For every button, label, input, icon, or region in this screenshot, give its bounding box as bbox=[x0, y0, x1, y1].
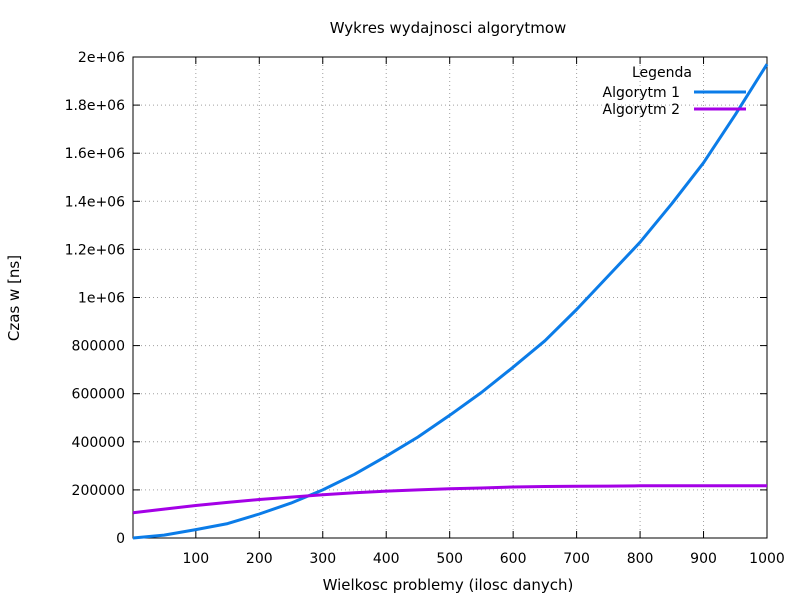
y-ticks: 0 200000 400000 600000 800000 1e+06 1.2e+06 1.4… bbox=[65, 50, 767, 547]
y-tick-label: 400000 bbox=[72, 435, 125, 451]
chart-title: Wykres wydajnosci algorytmow bbox=[330, 19, 567, 37]
y-tick-label: 1.2e+06 bbox=[65, 242, 126, 258]
x-ticks: 100 200 300 400 500 600 700 800 900 1000 bbox=[182, 57, 785, 567]
y-tick-label: 1.6e+06 bbox=[65, 146, 126, 162]
x-tick-label: 300 bbox=[309, 551, 336, 567]
y-tick-label: 0 bbox=[116, 531, 125, 547]
x-axis-label: Wielkosc problemy (ilosc danych) bbox=[323, 576, 574, 594]
y-axis-label: Czas w [ns] bbox=[5, 255, 23, 341]
x-tick-label: 700 bbox=[563, 551, 590, 567]
legend-label: Algorytm 1 bbox=[603, 85, 680, 101]
x-tick-label: 200 bbox=[246, 551, 273, 567]
y-tick-label: 1e+06 bbox=[78, 291, 125, 307]
series-line-2 bbox=[132, 484, 767, 515]
y-tick-label: 1.8e+06 bbox=[65, 98, 126, 114]
y-tick-label: 2e+06 bbox=[78, 50, 125, 66]
y-tick-label: 200000 bbox=[72, 483, 125, 499]
y-tick-label: 800000 bbox=[72, 339, 125, 355]
y-tick-label: 1.4e+06 bbox=[65, 194, 126, 210]
grid bbox=[133, 57, 767, 538]
x-tick-label: 800 bbox=[627, 551, 654, 567]
y-tick-label: 600000 bbox=[72, 387, 125, 403]
x-tick-label: 1000 bbox=[749, 551, 785, 567]
legend-label: Algorytm 2 bbox=[603, 102, 680, 118]
x-tick-label: 900 bbox=[690, 551, 717, 567]
x-tick-label: 600 bbox=[500, 551, 527, 567]
x-tick-label: 100 bbox=[182, 551, 209, 567]
x-tick-label: 500 bbox=[436, 551, 463, 567]
series-line-1 bbox=[132, 63, 769, 540]
x-tick-label: 400 bbox=[373, 551, 400, 567]
legend-title: Legenda bbox=[632, 65, 692, 81]
series-lines bbox=[132, 63, 769, 540]
